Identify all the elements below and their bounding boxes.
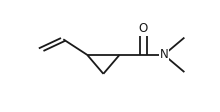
Text: N: N — [160, 48, 168, 61]
Text: O: O — [139, 23, 148, 36]
